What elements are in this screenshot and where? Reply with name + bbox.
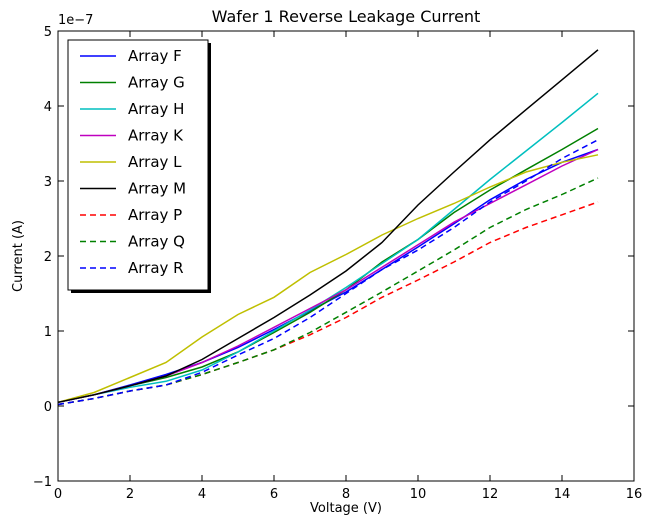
legend-label: Array L bbox=[128, 153, 182, 171]
legend-label: Array P bbox=[128, 206, 182, 224]
legend-label: Array K bbox=[128, 127, 184, 145]
legend-label: Array R bbox=[128, 259, 184, 277]
y-tick-label: 5 bbox=[44, 25, 52, 40]
x-tick-label: 6 bbox=[270, 487, 278, 502]
series-line-array-m bbox=[57, 49, 599, 404]
x-tick-label: 4 bbox=[198, 487, 206, 502]
x-tick-label: 12 bbox=[482, 487, 499, 502]
legend-box bbox=[67, 39, 209, 291]
chart-title: Wafer 1 Reverse Leakage Current bbox=[212, 7, 481, 26]
legend-label: Array Q bbox=[128, 233, 185, 251]
x-tick-label: 2 bbox=[126, 487, 134, 502]
legend-label: Array M bbox=[128, 180, 186, 198]
x-tick-label: 0 bbox=[54, 487, 62, 502]
legend-label: Array H bbox=[128, 100, 184, 118]
y-tick-label: −1 bbox=[33, 475, 52, 490]
x-tick-label: 16 bbox=[626, 487, 643, 502]
y-tick-label: 4 bbox=[44, 100, 52, 115]
y-tick-label: 3 bbox=[44, 175, 52, 190]
legend-label: Array F bbox=[128, 47, 182, 65]
x-tick-label: 8 bbox=[342, 487, 350, 502]
x-axis-label: Voltage (V) bbox=[310, 501, 382, 516]
legend: Array F Array G Array H Array K Array L Array… bbox=[67, 39, 211, 293]
series-line-array-l bbox=[57, 154, 599, 404]
legend-label: Array G bbox=[128, 74, 185, 92]
series-line-array-r bbox=[57, 139, 599, 406]
series-layer bbox=[57, 49, 599, 406]
x-tick-label: 10 bbox=[410, 487, 427, 502]
x-tick-label: 14 bbox=[554, 487, 571, 502]
y-tick-label: 2 bbox=[44, 250, 52, 265]
y-offset-text: 1e−7 bbox=[58, 13, 93, 28]
y-tick-label: 0 bbox=[44, 400, 52, 415]
y-tick-label: 1 bbox=[44, 325, 52, 340]
y-axis-label: Current (A) bbox=[11, 220, 26, 292]
